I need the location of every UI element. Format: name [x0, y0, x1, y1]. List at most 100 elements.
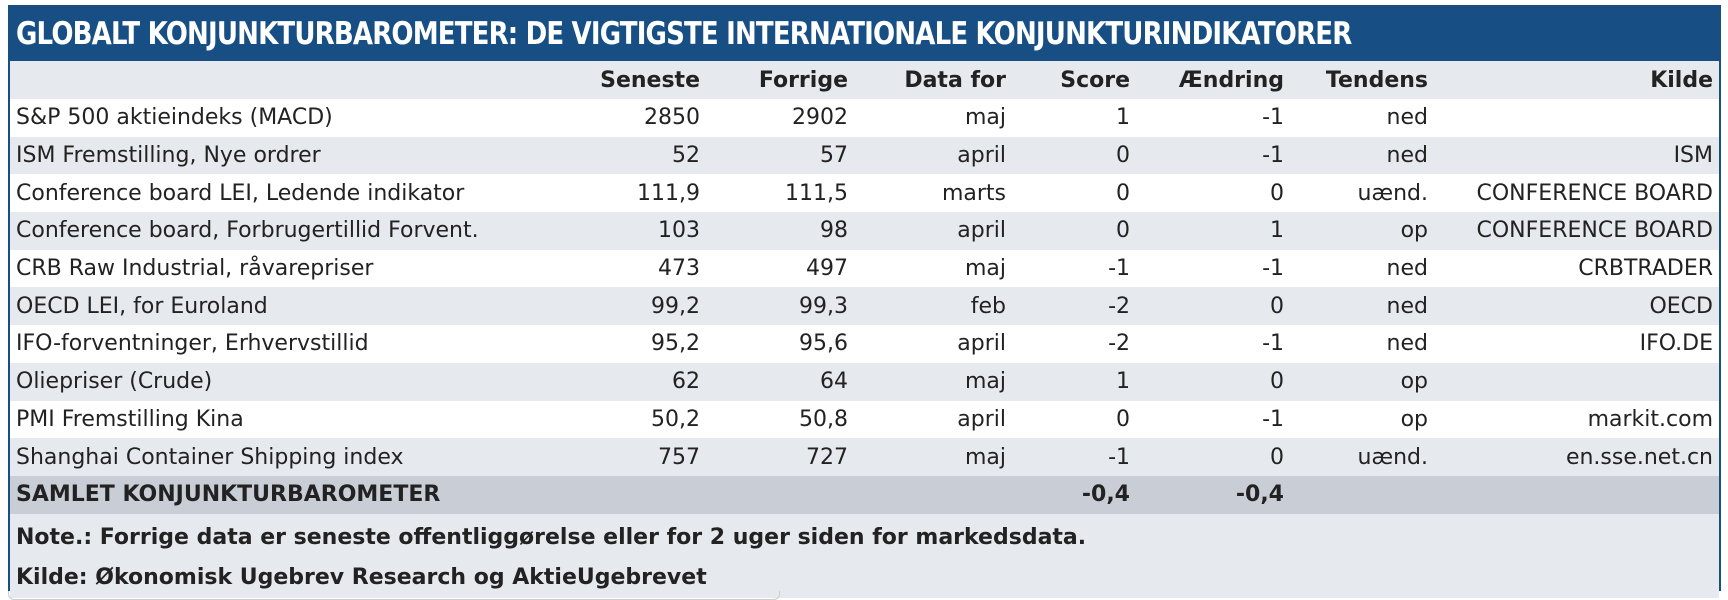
row-latest: 99,2 [560, 287, 708, 326]
header-latest: Seneste [560, 61, 708, 99]
row-source: markit.com [1464, 400, 1719, 439]
row-previous: 727 [708, 438, 858, 476]
row-label: OECD LEI, for Euroland [10, 287, 560, 326]
row-change: 0 [1142, 174, 1298, 213]
row-trend: ned [1298, 287, 1464, 326]
row-latest: 111,9 [560, 174, 708, 213]
table-row: PMI Fremstilling Kina 50,2 50,8 april 0 … [10, 400, 1719, 439]
row-score: 0 [1018, 212, 1142, 250]
row-label: Conference board LEI, Ledende indikator [10, 174, 560, 213]
row-score: 0 [1018, 174, 1142, 213]
row-period: marts [858, 174, 1018, 213]
row-latest: 103 [560, 212, 708, 250]
table-row: CRB Raw Industrial, råvarepriser 473 497… [10, 249, 1719, 288]
row-score: -2 [1018, 287, 1142, 326]
row-score: -2 [1018, 325, 1142, 363]
row-label: Oliepriser (Crude) [10, 362, 560, 401]
row-trend: op [1298, 212, 1464, 250]
row-period: april [858, 400, 1018, 439]
row-trend: ned [1298, 325, 1464, 363]
row-period: april [858, 325, 1018, 363]
table-row: S&P 500 aktieindeks (MACD) 2850 2902 maj… [10, 99, 1719, 137]
row-previous: 50,8 [708, 400, 858, 439]
row-source [1464, 99, 1719, 137]
table-row: IFO-forventninger, Erhvervstillid 95,2 9… [10, 325, 1719, 363]
row-source: CRBTRADER [1464, 249, 1719, 288]
row-period: maj [858, 438, 1018, 476]
header-score: Score [1018, 61, 1142, 99]
source-note: Kilde: Økonomisk Ugebrev Research og Akt… [10, 557, 1719, 598]
row-score: 0 [1018, 136, 1142, 175]
row-period: april [858, 136, 1018, 175]
row-latest: 62 [560, 362, 708, 401]
row-trend: uænd. [1298, 438, 1464, 476]
header-source: Kilde [1464, 61, 1719, 99]
table-row: Conference board, Forbrugertillid Forven… [10, 212, 1719, 250]
row-period: feb [858, 287, 1018, 326]
row-label: CRB Raw Industrial, råvarepriser [10, 249, 560, 288]
row-label: IFO-forventninger, Erhvervstillid [10, 325, 560, 363]
row-previous: 111,5 [708, 174, 858, 213]
row-score: -1 [1018, 249, 1142, 288]
row-label: ISM Fremstilling, Nye ordrer [10, 136, 560, 175]
row-label: Shanghai Container Shipping index [10, 438, 560, 476]
header-period: Data for [858, 61, 1018, 99]
header-row: Seneste Forrige Data for Score Ændring T… [10, 61, 1719, 99]
total-row: SAMLET KONJUNKTURBAROMETER -0,4 -0,4 [10, 475, 1719, 514]
row-source: CONFERENCE BOARD [1464, 174, 1719, 213]
row-previous: 2902 [708, 99, 858, 137]
table-row: Oliepriser (Crude) 62 64 maj 1 0 op [10, 362, 1719, 401]
row-change: -1 [1142, 99, 1298, 137]
row-period: maj [858, 249, 1018, 288]
row-latest: 2850 [560, 99, 708, 137]
row-source: OECD [1464, 287, 1719, 326]
total-change: -0,4 [1142, 475, 1298, 514]
row-change: 1 [1142, 212, 1298, 250]
row-source: ISM [1464, 136, 1719, 175]
total-score: -0,4 [1018, 475, 1142, 514]
row-previous: 95,6 [708, 325, 858, 363]
row-score: 1 [1018, 99, 1142, 137]
row-latest: 473 [560, 249, 708, 288]
header-change: Ændring [1142, 61, 1298, 99]
row-source [1464, 362, 1719, 401]
row-period: april [858, 212, 1018, 250]
row-source: en.sse.net.cn [1464, 438, 1719, 476]
row-trend: op [1298, 400, 1464, 439]
table-row: Conference board LEI, Ledende indikator … [10, 174, 1719, 213]
row-trend: uænd. [1298, 174, 1464, 213]
row-period: maj [858, 99, 1018, 137]
row-change: 0 [1142, 362, 1298, 401]
indicator-table: Seneste Forrige Data for Score Ændring T… [10, 61, 1719, 514]
row-period: maj [858, 362, 1018, 401]
row-previous: 497 [708, 249, 858, 288]
row-score: 0 [1018, 400, 1142, 439]
row-label: PMI Fremstilling Kina [10, 400, 560, 439]
row-change: -1 [1142, 136, 1298, 175]
footer-tab-outline [8, 591, 780, 600]
table-row: OECD LEI, for Euroland 99,2 99,3 feb -2 … [10, 287, 1719, 326]
indicator-table-panel: GLOBALT KONJUNKTURBAROMETER: DE VIGTIGST… [8, 5, 1721, 598]
row-latest: 95,2 [560, 325, 708, 363]
table-row: Shanghai Container Shipping index 757 72… [10, 438, 1719, 476]
header-indicator [10, 61, 560, 99]
row-change: -1 [1142, 400, 1298, 439]
header-previous: Forrige [708, 61, 858, 99]
row-previous: 98 [708, 212, 858, 250]
title-bar: GLOBALT KONJUNKTURBAROMETER: DE VIGTIGST… [10, 7, 1719, 61]
row-score: 1 [1018, 362, 1142, 401]
note-text: Note.: Forrige data er seneste offentlig… [10, 517, 1719, 558]
row-change: 0 [1142, 438, 1298, 476]
row-latest: 52 [560, 136, 708, 175]
row-previous: 57 [708, 136, 858, 175]
row-change: -1 [1142, 249, 1298, 288]
row-source: IFO.DE [1464, 325, 1719, 363]
row-change: 0 [1142, 287, 1298, 326]
row-previous: 64 [708, 362, 858, 401]
row-trend: ned [1298, 249, 1464, 288]
row-trend: ned [1298, 136, 1464, 175]
header-trend: Tendens [1298, 61, 1464, 99]
row-change: -1 [1142, 325, 1298, 363]
row-label: Conference board, Forbrugertillid Forven… [10, 212, 560, 250]
row-score: -1 [1018, 438, 1142, 476]
